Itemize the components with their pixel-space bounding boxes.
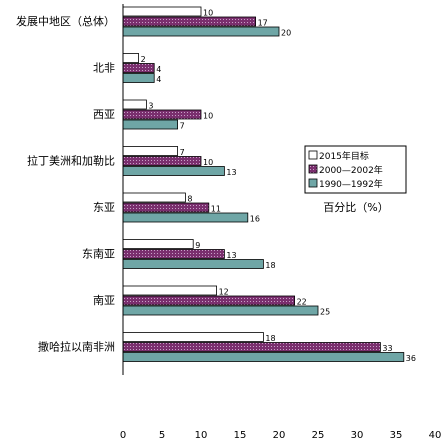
bar [122,342,381,352]
x-tick-label: 30 [351,430,364,441]
legend-label: 1990—1992年 [319,178,383,190]
bar [122,146,178,156]
bar [122,53,140,63]
legend-swatch [308,178,318,188]
bar [122,259,264,269]
data-label: 13 [226,168,236,177]
data-label: 16 [250,215,260,224]
x-tick-label: 35 [390,430,403,441]
bar [122,26,280,37]
data-label: 7 [180,148,185,157]
bar [122,6,202,17]
data-label: 9 [195,241,200,250]
x-tick-label: 15 [234,430,247,441]
x-tick-label: 40 [429,430,442,441]
data-label: 20 [281,29,291,38]
bar [122,63,155,73]
bar [122,156,202,166]
bar [122,202,210,213]
bar [122,16,257,27]
data-label: 11 [211,205,221,214]
bar [122,99,147,110]
data-label: 13 [226,251,236,260]
data-label: 3 [148,102,153,111]
data-label: 18 [265,334,275,343]
legend-label: 2015年目标 [319,150,369,162]
legend-label: 2000—2002年 [319,164,383,176]
data-label: 25 [320,308,330,317]
x-tick-label: 0 [120,430,126,441]
data-label: 33 [382,344,392,353]
data-label: 10 [203,9,213,18]
category-label: 东南亚 [82,248,115,261]
x-tick-label: 5 [159,430,165,441]
bar [122,249,225,259]
category-label: 撒哈拉以南非洲 [38,340,115,354]
data-label: 17 [258,19,268,28]
category-label: 南亚 [93,294,115,307]
bar [122,332,264,342]
x-tick-label: 10 [195,430,208,441]
bar [122,239,194,249]
category-label: 北非 [93,62,115,75]
legend-swatch [308,150,318,160]
data-label: 4 [156,65,161,74]
x-tick-label: 20 [273,430,286,441]
bar [122,212,249,223]
bar [122,109,202,120]
data-label: 8 [187,195,192,204]
bars-layer: 10 17 20 2 44 3 10 7 7 10 13 8 11 16 9 13 18 12 22 25 18 33 36 [122,6,416,363]
bar [122,295,296,306]
bar [122,285,217,296]
data-label: 10 [203,158,213,167]
data-label: 18 [265,261,275,270]
category-label: 西亚 [93,108,115,121]
x-tick-label: 25 [312,430,325,441]
category-label: 发展中地区（总体） [16,14,115,28]
legend-swatch [308,164,318,174]
bar [122,119,178,130]
bar [122,305,319,316]
category-label: 拉丁美洲和加勒比 [27,154,115,168]
data-label: 36 [406,354,416,363]
bar [122,166,225,176]
x-axis-ticks: 0 5 10 15 20 25 30 35 40 [120,430,442,441]
data-label: 4 [156,75,161,84]
data-label: 10 [203,112,213,121]
legend: 2015年目标 2000—2002年 1990—1992年 [304,145,407,194]
unit-label: 百分比（%） [323,201,388,214]
bar [122,73,155,83]
bar [122,352,405,362]
data-label: 7 [180,122,185,131]
data-label: 2 [141,55,146,64]
category-label: 东亚 [93,201,115,214]
bar [122,192,186,203]
legend-box [304,145,407,194]
data-label: 12 [219,288,229,297]
data-label: 22 [297,298,307,307]
